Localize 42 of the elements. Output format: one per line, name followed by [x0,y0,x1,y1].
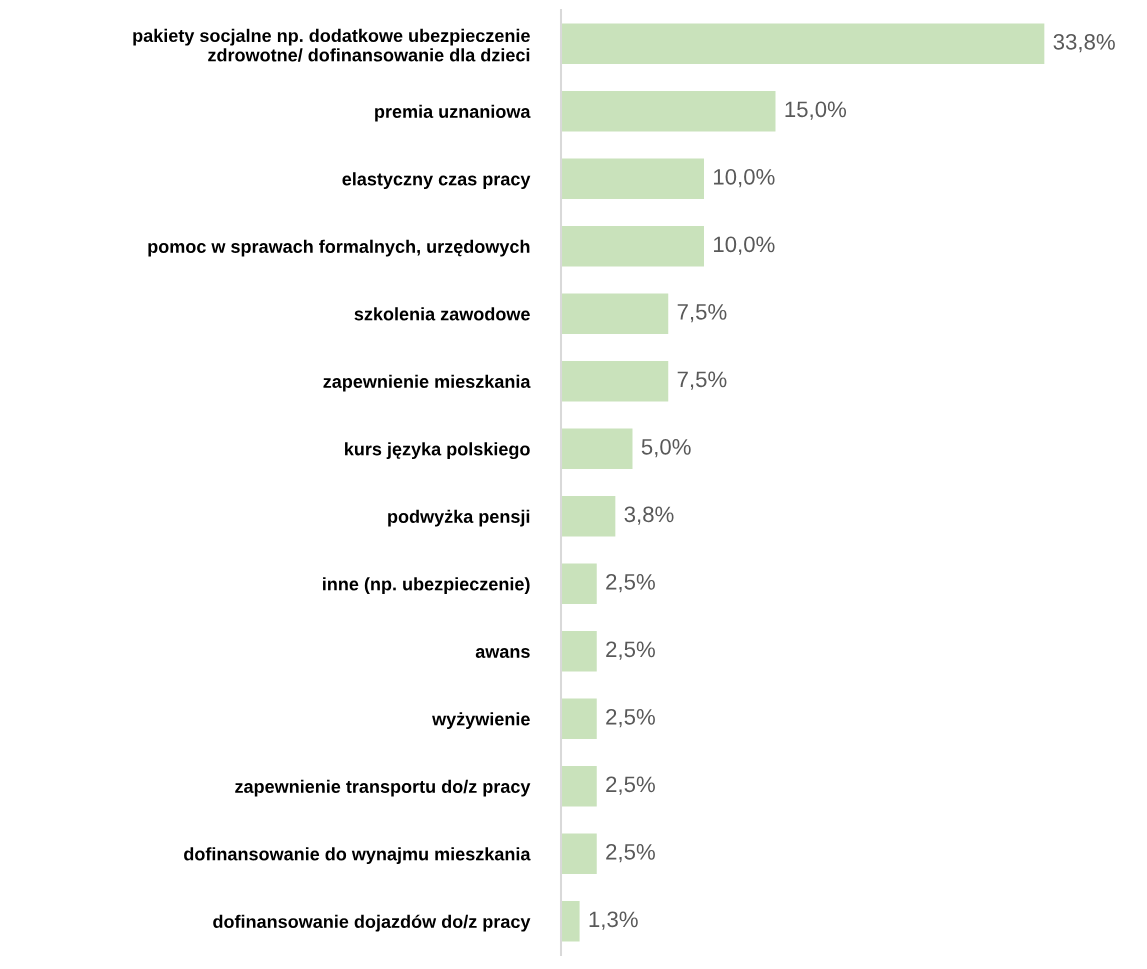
bar [561,496,616,537]
y-tick-label: pomoc w sprawach formalnych, urzędowych [148,239,530,257]
bar [561,293,669,334]
bar [561,833,597,874]
data-label: 2,5% [606,573,655,593]
y-tick-label: kurs języka polskiego [345,442,530,460]
y-tick-label: zapewnienie transportu do/z pracy [235,779,531,797]
data-label: 33,8% [1053,33,1115,53]
bar [561,158,704,199]
data-label: 3,8% [624,506,674,525]
y-tick-label: pakiety socjalne np. dodatkowe ubezpieczenie zdrowotne/ dofinansowanie dla dzieci [133,28,530,62]
data-label: 2,5% [606,708,655,728]
bar [561,428,633,469]
data-label: 7,5% [677,304,727,323]
y-tick-label: dofinansowanie dojazdów do/z pracy [213,914,531,932]
data-label: 2,5% [606,843,655,863]
bar [561,698,597,739]
y-tick-label: podwyżka pensji [388,509,530,527]
bar [561,631,597,672]
data-label: 2,5% [606,641,655,660]
y-tick-label: awans [475,648,530,658]
bar [561,563,597,604]
data-label: 1,3% [589,911,638,930]
bar [561,226,704,267]
y-tick-label: elastyczny czas pracy [342,172,531,190]
data-label: 15,0% [785,101,847,120]
data-label: 7,5% [677,371,727,390]
bar [561,23,1045,64]
y-tick-label: inne (np. ubezpieczenie) [323,577,530,595]
y-tick-label: wyżywienie [432,712,530,730]
y-tick-label: dofinansowanie do wynajmu mieszkania [184,847,531,865]
data-label: 10,0% [714,236,775,255]
y-tick-label: szkolenia zawodowe [354,307,530,321]
data-label: 10,0% [714,168,775,188]
data-label: 5,0% [641,438,691,458]
bar [561,766,597,807]
y-tick-label: premia uznaniowa [375,104,531,122]
bar [561,901,580,942]
bar [561,91,776,132]
bar [561,361,669,402]
data-label: 2,5% [606,776,655,795]
y-tick-label: zapewnienie mieszkania [323,374,531,392]
